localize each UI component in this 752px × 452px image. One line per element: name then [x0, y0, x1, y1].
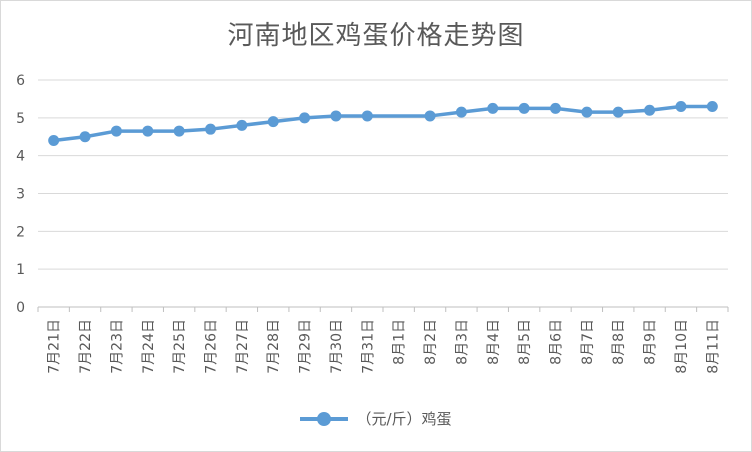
x-tick-label: 7月29日 [298, 319, 314, 374]
data-point [110, 125, 122, 137]
data-point [675, 100, 687, 112]
data-point [550, 102, 561, 114]
data-point [706, 100, 718, 112]
y-tick-label: 6 [16, 73, 25, 89]
x-tick-label: 7月26日 [204, 319, 220, 374]
data-point [612, 106, 624, 118]
x-tick-label: 7月31日 [360, 319, 376, 374]
data-point [79, 131, 91, 143]
data-point [173, 125, 185, 137]
x-tick-label: 8月4日 [486, 319, 502, 365]
x-tick-label: 8月11日 [705, 319, 721, 374]
y-tick-label: 4 [16, 149, 25, 165]
x-tick-label: 8月3日 [454, 319, 470, 365]
x-tick-label: 7月28日 [266, 319, 282, 374]
y-tick-label: 1 [16, 262, 25, 278]
data-point [455, 106, 467, 118]
data-point [644, 104, 656, 116]
x-tick-label: 7月24日 [141, 319, 157, 374]
data-point [361, 110, 373, 122]
x-tick-label: 8月9日 [643, 319, 659, 365]
data-point [205, 123, 216, 135]
legend-marker [300, 411, 349, 426]
data-point [267, 116, 279, 128]
x-tick-label: 7月25日 [172, 319, 188, 374]
y-tick-label: 2 [16, 224, 25, 240]
x-tick-label: 7月27日 [235, 319, 251, 374]
chart-title: 河南地区鸡蛋价格走势图 [227, 21, 525, 51]
legend: （元/斤）鸡蛋 [1, 408, 751, 429]
legend-label: （元/斤）鸡蛋 [356, 410, 452, 428]
x-tick-label: 8月1日 [392, 319, 408, 365]
data-point [142, 125, 154, 137]
x-tick-label: 7月21日 [47, 319, 63, 374]
y-tick-label: 3 [16, 187, 25, 203]
data-point [424, 110, 436, 122]
x-tick-label: 7月23日 [109, 319, 125, 374]
x-tick-label: 8月2日 [423, 319, 439, 365]
x-tick-label: 8月8日 [611, 319, 627, 365]
x-tick-label: 8月6日 [549, 319, 565, 365]
x-tick-label: 8月10日 [674, 319, 690, 374]
x-tick-label: 7月30日 [329, 319, 345, 374]
data-point [581, 106, 593, 118]
data-point [518, 102, 530, 114]
data-point [48, 135, 60, 147]
x-tick-label: 7月22日 [78, 319, 94, 374]
x-tick-label: 8月5日 [517, 319, 533, 365]
data-point [299, 112, 311, 124]
data-point [487, 102, 499, 114]
y-tick-label: 5 [16, 111, 25, 127]
y-tick-label: 0 [16, 300, 25, 316]
data-point [236, 119, 248, 131]
data-point [330, 110, 342, 122]
x-tick-label: 8月7日 [580, 319, 596, 365]
